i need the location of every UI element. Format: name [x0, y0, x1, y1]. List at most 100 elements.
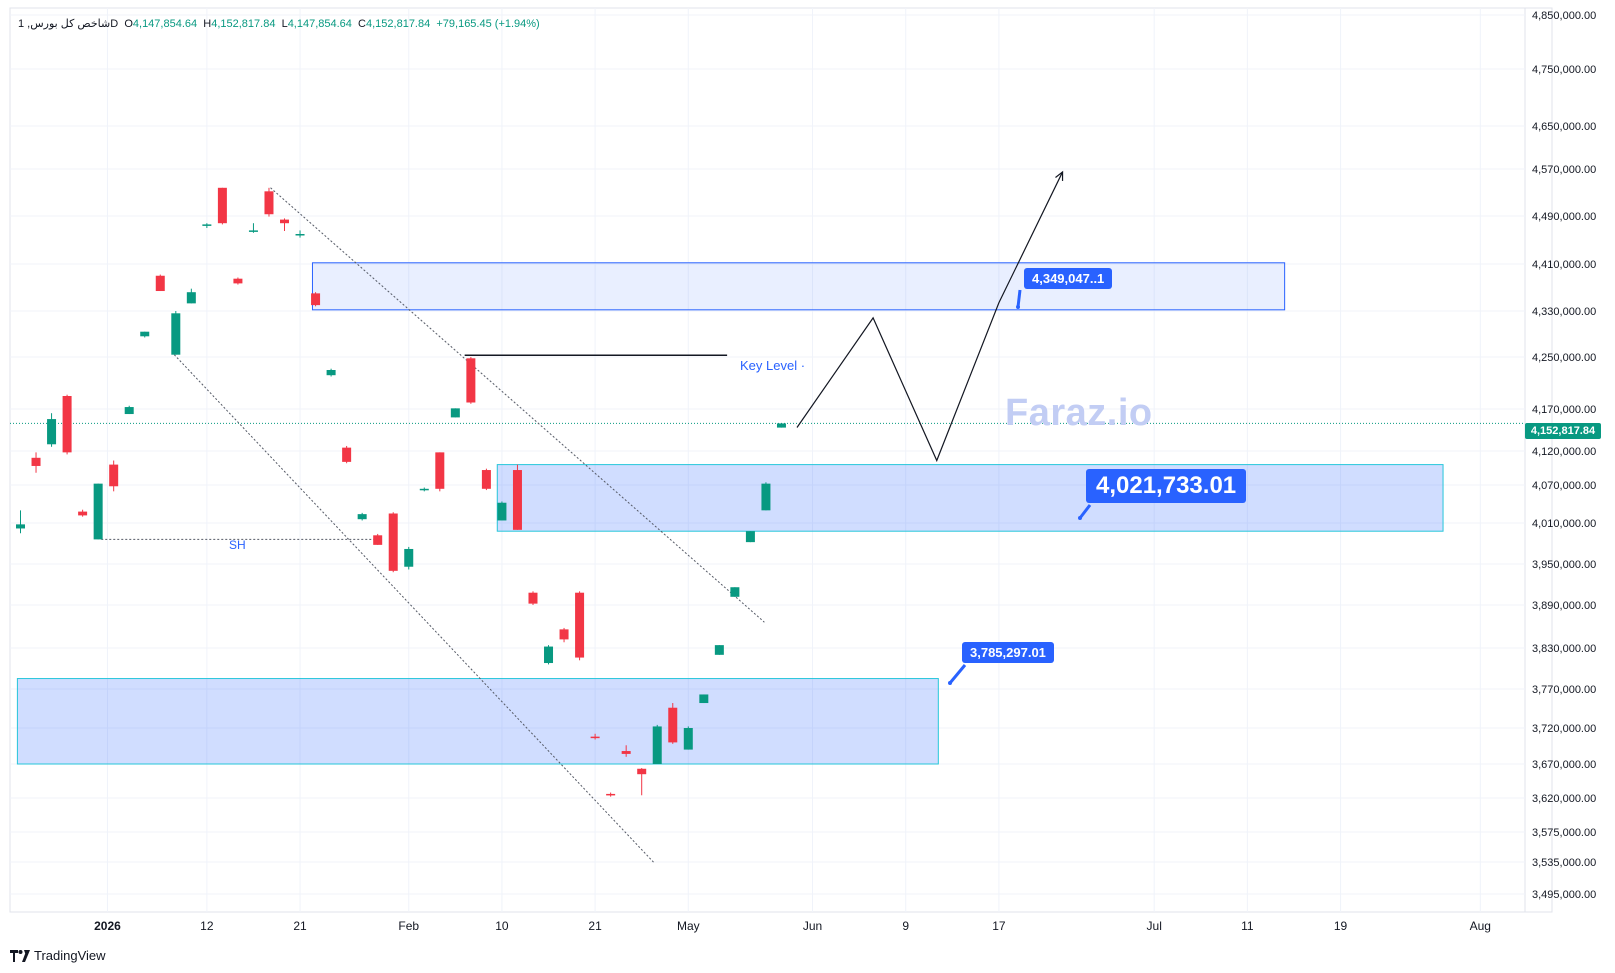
candle — [481, 468, 491, 491]
candle-body — [186, 292, 196, 304]
candle — [730, 587, 740, 597]
last-price-tag: 4,152,817.84 — [1525, 423, 1601, 439]
trend-channel-line — [270, 187, 765, 623]
candle — [62, 394, 72, 455]
candle-body — [761, 483, 771, 511]
projection-path — [796, 171, 1064, 463]
y-tick-label: 3,670,000.00 — [1532, 759, 1596, 771]
change-value: +79,165.45 (+1.94%) — [436, 18, 540, 30]
candle — [559, 627, 569, 643]
candle — [186, 288, 196, 304]
x-tick-label: 2026 — [94, 919, 121, 933]
candle — [155, 274, 165, 292]
callout-mid-pointer-dot — [1078, 516, 1082, 520]
candle — [171, 311, 181, 355]
candle — [450, 408, 460, 418]
x-tick-label: 19 — [1334, 919, 1348, 933]
candle-body — [606, 793, 616, 796]
x-tick-label: 17 — [992, 919, 1006, 933]
y-tick-label: 3,575,000.00 — [1532, 827, 1596, 839]
candle — [637, 768, 647, 796]
candle-body — [435, 452, 445, 489]
y-tick-label: 4,330,000.00 — [1532, 306, 1596, 318]
y-tick-label: 4,010,000.00 — [1532, 518, 1596, 530]
candle — [264, 187, 274, 217]
high-value: 4,152,817.84 — [211, 18, 276, 30]
y-tick-label: 4,170,000.00 — [1532, 404, 1596, 416]
y-tick-label: 3,950,000.00 — [1532, 559, 1596, 571]
x-tick-label: Aug — [1470, 919, 1491, 933]
candle-body — [637, 768, 647, 775]
candle-body — [481, 470, 491, 489]
candle — [124, 405, 134, 415]
candle — [652, 724, 662, 764]
y-tick-label: 4,850,000.00 — [1532, 10, 1596, 22]
candle-body — [590, 736, 600, 739]
candle — [248, 223, 258, 233]
y-tick-label: 4,650,000.00 — [1532, 121, 1596, 133]
candle — [528, 591, 538, 605]
candle-body — [745, 531, 755, 543]
candle-body — [450, 408, 460, 418]
candle — [435, 452, 445, 492]
zone-lower — [16, 678, 939, 765]
candle-body — [78, 511, 88, 516]
candle — [326, 368, 336, 377]
tradingview-logo-icon — [10, 949, 30, 962]
candle — [357, 512, 367, 521]
candle-body — [512, 470, 522, 530]
open-value: 4,147,854.64 — [132, 18, 198, 30]
x-tick-label: 12 — [200, 919, 214, 933]
sh-label[interactable]: SH — [229, 538, 246, 552]
candle — [295, 230, 305, 238]
projection-arrowhead — [1055, 170, 1064, 181]
y-tick-label: 3,770,000.00 — [1532, 684, 1596, 696]
candle-body — [652, 726, 662, 764]
candle-body — [699, 694, 709, 704]
candle-body — [326, 370, 336, 376]
x-tick-label: May — [677, 919, 700, 933]
candle-body — [311, 293, 321, 306]
y-tick-label: 4,120,000.00 — [1532, 446, 1596, 458]
candle — [419, 487, 429, 492]
candle — [714, 645, 724, 655]
y-tick-label: 3,830,000.00 — [1532, 643, 1596, 655]
candle-body — [47, 419, 57, 445]
candle-body — [621, 751, 631, 754]
candle-body — [668, 707, 678, 743]
symbol-header: شاخص کل بورس, 1D O4,147,854.64 H4,152,81… — [18, 18, 540, 30]
callout-mid[interactable]: 4,021,733.01 — [1086, 469, 1247, 503]
footer-brand[interactable]: TradingView — [10, 948, 106, 963]
candle-body — [544, 646, 554, 664]
candle — [233, 277, 243, 285]
callout-top-pointer-dot — [1016, 305, 1020, 309]
x-tick-label: Jun — [803, 919, 822, 933]
candle-body — [388, 513, 398, 571]
candle-body — [93, 483, 103, 540]
x-tick-label: 11 — [1241, 919, 1254, 933]
watermark-text: Faraz.io — [1005, 392, 1153, 434]
key-level-label[interactable]: Key Level · — [740, 358, 806, 373]
candle-body — [233, 278, 243, 284]
candle-body — [140, 331, 150, 337]
candle-body — [155, 275, 165, 292]
candle — [575, 591, 585, 661]
candle — [745, 531, 755, 543]
y-tick-label: 4,490,000.00 — [1532, 211, 1596, 223]
tradingview-brand: TradingView — [34, 948, 106, 963]
candle — [761, 482, 771, 511]
candle-body — [528, 592, 538, 604]
y-tick-label: 3,890,000.00 — [1532, 600, 1596, 612]
x-tick-label: Jul — [1147, 919, 1162, 933]
candle — [776, 423, 786, 428]
callout-top[interactable]: 4,349,047..1 — [1024, 268, 1113, 289]
candle — [544, 645, 554, 665]
symbol-name: شاخص کل بورس, 1D — [18, 18, 119, 30]
candle-body — [683, 728, 693, 750]
candle — [388, 512, 398, 573]
callout-bottom[interactable]: 3,785,297.01 — [962, 642, 1054, 663]
candle-body — [404, 548, 414, 567]
candle — [140, 331, 150, 338]
candle-body — [124, 407, 134, 415]
